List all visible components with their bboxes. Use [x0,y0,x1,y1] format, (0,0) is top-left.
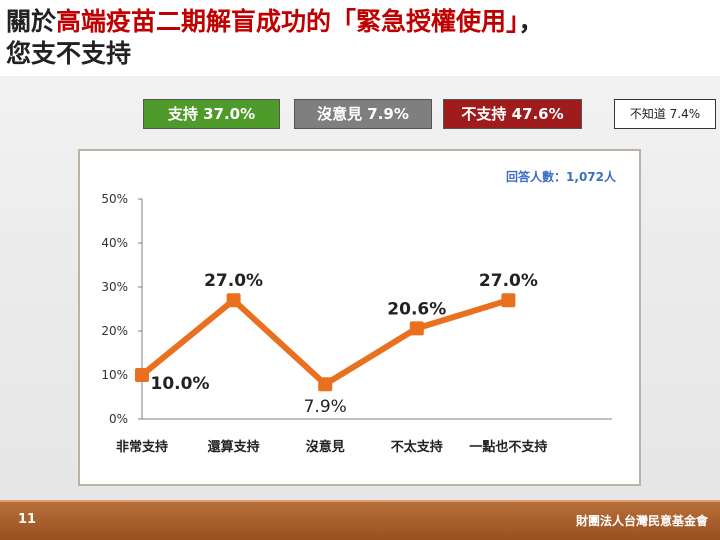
line-chart: 0% 10% 20% 30% 40% 50% 非常支持 還算支持 沒意見 不太支持 一點也不支持 10… [101,169,617,455]
data-point-marker [501,293,516,308]
title-prefix: 關於 [6,7,57,36]
organization-name: 財團法人台灣民意基金會 [575,514,708,528]
legend-no-opinion: 沒意見 7.9% [294,99,432,129]
title-line-2: 您支不支持 [6,39,132,68]
y-tick-label: 50% [101,192,128,206]
data-point-marker [318,377,333,392]
respondents-annotation: 回答人數：1,072人 [506,169,617,184]
title-highlight: 高端疫苗二期解盲成功的「緊急授權使用」 [56,7,519,36]
title-suffix: ， [518,7,544,36]
legend-support: 支持 37.0% [143,99,280,129]
title-line-1: 關於高端疫苗二期解盲成功的「緊急授權使用」， [6,6,706,38]
x-tick-label: 非常支持 [116,439,168,455]
series-line [140,297,510,388]
data-label: 27.0% [479,271,538,291]
data-point-marker [409,321,424,336]
data-label: 27.0% [204,271,263,291]
y-tick-label: 40% [101,236,128,250]
y-tick-label: 0% [109,412,128,426]
legend-not-support: 不支持 47.6% [443,99,582,129]
footer-bar [0,500,720,540]
y-tick-label: 30% [101,280,128,294]
chart-frame: 0% 10% 20% 30% 40% 50% 非常支持 還算支持 沒意見 不太支持 一點也不支持 10… [78,149,641,486]
data-label: 10.0% [151,374,210,394]
x-tick-label: 不太支持 [391,439,443,455]
x-tick-label: 一點也不支持 [469,439,547,455]
slide-title: 關於高端疫苗二期解盲成功的「緊急授權使用」， 您支不支持 [6,6,706,70]
y-tick-label: 10% [101,368,128,382]
data-point-marker [135,368,149,382]
data-label: 20.6% [387,299,446,319]
legend-unknown: 不知道 7.4% [614,99,716,129]
page-number: 11 [18,512,37,527]
x-tick-label: 還算支持 [208,439,260,455]
data-point-marker [226,293,241,308]
x-tick-label: 沒意見 [306,439,345,455]
data-label: 7.9% [304,397,347,417]
y-tick-label: 20% [101,324,128,338]
